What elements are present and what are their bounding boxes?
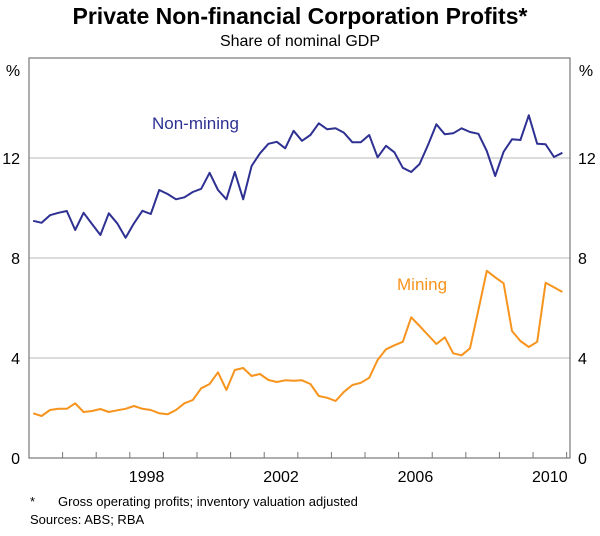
series-group <box>32 114 563 417</box>
x-tick-label: 2006 <box>398 469 434 486</box>
x-tick-label: 1998 <box>129 469 165 486</box>
y-tick-label-right: 12 <box>578 151 596 168</box>
x-tick-label: 2010 <box>532 469 568 486</box>
y-tick-label-left: 4 <box>11 351 20 368</box>
sources: Sources: ABS; RBA <box>30 512 144 527</box>
y-tick-label-right: 8 <box>578 251 587 268</box>
series-label-non-mining: Non-mining <box>152 114 239 133</box>
footnote-marker: * <box>30 494 35 509</box>
y-tick-label-left: 8 <box>11 251 20 268</box>
plot-frame <box>28 57 571 459</box>
gridlines <box>29 157 570 359</box>
y-tick-label-right: 0 <box>578 451 587 468</box>
y-unit-right: % <box>579 63 593 80</box>
y-tick-label-right: 4 <box>578 351 587 368</box>
y-tick-label-left: 0 <box>11 451 20 468</box>
x-axis: 1998 2002 2006 2010 <box>62 452 568 486</box>
footnote: Gross operating profits; inventory valua… <box>58 494 358 509</box>
chart-subtitle: Share of nominal GDP <box>220 33 380 50</box>
y-tick-label-left: 12 <box>2 151 20 168</box>
series-line-mining <box>32 269 563 417</box>
x-tick-label: 2002 <box>263 469 299 486</box>
series-label-mining: Mining <box>397 275 447 294</box>
chart-title: Private Non-financial Corporation Profit… <box>73 3 528 29</box>
y-unit-left: % <box>6 63 20 80</box>
y-axis: 0 0 4 4 8 8 12 12 <box>2 151 596 468</box>
series-line-non-mining <box>32 114 563 239</box>
